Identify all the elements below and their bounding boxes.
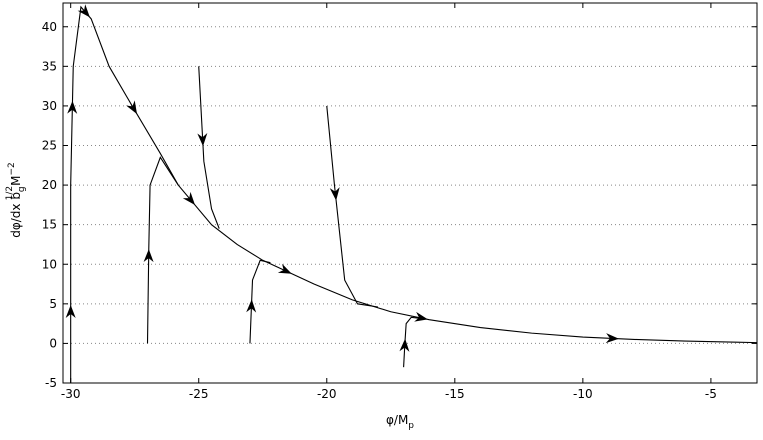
x-tick-label: -15 <box>445 387 465 401</box>
direction-arrow <box>329 187 340 201</box>
y-tick-label: 15 <box>42 218 57 232</box>
y-label-sup: 1/2 <box>5 186 15 200</box>
direction-arrow <box>414 311 428 322</box>
direction-arrow <box>143 249 154 263</box>
direction-arrow <box>197 132 208 147</box>
y-label-part: M <box>9 175 23 185</box>
y-label-sup: −2 <box>7 162 17 175</box>
x-axis-label: φ/Mp <box>386 413 414 431</box>
direction-arrow <box>246 299 257 313</box>
trajectory <box>403 316 425 368</box>
x-tick-label: -10 <box>573 387 593 401</box>
x-label-sub: p <box>408 421 414 431</box>
y-label-sub: g <box>17 186 27 192</box>
direction-arrow <box>67 100 78 114</box>
trajectory <box>198 66 220 229</box>
y-tick-label: 30 <box>42 99 57 113</box>
y-label-part: dφ/dx b <box>9 192 23 238</box>
direction-arrow <box>182 191 196 206</box>
y-tick-label: 35 <box>42 59 57 73</box>
trajectory <box>249 259 271 344</box>
plot-frame <box>62 2 758 384</box>
direction-arrow <box>399 338 410 352</box>
trajectory <box>70 5 758 383</box>
x-tick-label: -30 <box>61 387 81 401</box>
y-tick-label: 25 <box>42 139 57 153</box>
y-axis-label: dφ/dx bg1/2M−2 <box>5 162 27 238</box>
y-tick-label: 0 <box>49 336 57 350</box>
trajectory <box>326 105 379 308</box>
y-tick-label: 5 <box>49 297 57 311</box>
x-tick-label: -5 <box>705 387 717 401</box>
y-tick-label: 10 <box>42 257 57 271</box>
direction-arrow <box>277 263 292 274</box>
y-tick-label: -5 <box>45 376 57 390</box>
direction-arrow <box>126 100 138 115</box>
x-tick-label: -20 <box>317 387 337 401</box>
y-tick-label: 40 <box>42 20 57 34</box>
trajectory <box>146 156 179 344</box>
y-tick-label: 20 <box>42 178 57 192</box>
direction-arrow <box>65 304 76 318</box>
x-tick-label: -25 <box>189 387 209 401</box>
direction-arrow <box>77 4 90 18</box>
direction-arrow <box>605 333 619 344</box>
x-label-part: φ/M <box>386 413 408 427</box>
